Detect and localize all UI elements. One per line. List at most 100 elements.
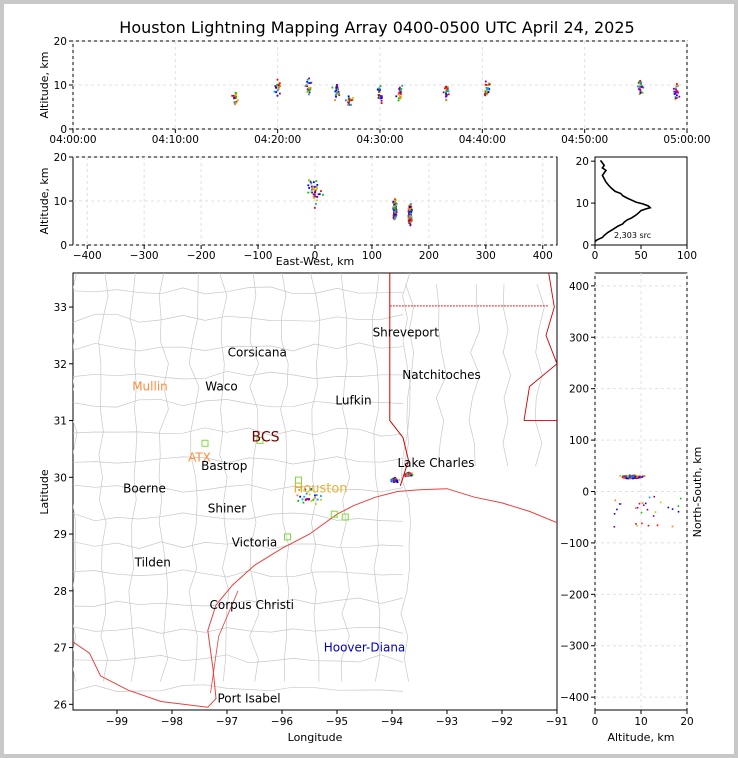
lightning-source-point [394,207,397,210]
lma-station-marker [330,510,338,518]
x-tick-label-hist: 0 [592,250,599,262]
lightning-source-point [276,94,279,97]
y-tick-label-hist: 20 [576,156,589,168]
lightning-source-point [335,87,338,89]
lightning-source-point [302,501,305,504]
lightning-source-point [395,213,398,216]
y-tick-label-lat: 31 [54,416,67,428]
lightning-source-point [393,205,396,207]
lightning-source-point [616,508,618,511]
lightning-source-point [641,522,643,525]
lightning-source-point [308,77,311,80]
lma-station-marker [284,533,291,541]
lightning-source-point [625,477,628,480]
county-boundary [400,273,411,682]
lightning-source-point [312,181,315,184]
lightning-source-point [307,87,310,90]
lightning-source-point [640,91,643,94]
county-boundary [249,273,260,682]
county-boundary [73,626,404,634]
county-boundary [73,273,78,682]
lightning-source-point [409,216,412,219]
lightning-source-point [306,498,309,500]
lightning-source-point [276,78,279,81]
lightning-source-point [638,86,641,89]
lightning-source-point [312,498,315,501]
lightning-source-point [312,195,315,198]
lightning-source-point [338,94,341,97]
lightning-source-point [639,89,642,92]
lightning-source-point [618,503,621,505]
lightning-source-point [409,208,411,211]
lightning-source-point [335,89,338,92]
lightning-source-point [404,475,407,478]
lightning-source-point [317,193,320,196]
lightning-source-point [394,476,396,479]
lightning-source-point [234,94,236,97]
lightning-source-point [315,494,318,497]
lightning-source-point [410,472,413,475]
lightning-source-point [344,99,347,102]
city-label: Houston [293,482,347,497]
lightning-source-point [316,187,318,190]
lightning-source-point [313,197,315,200]
lightning-source-point [487,91,490,94]
lightning-source-point [303,489,305,492]
x-tick-label-ew: −200 [187,250,216,262]
lightning-source-point [338,93,341,95]
lightning-source-point [401,84,404,87]
lightning-source-point [442,91,445,94]
lightning-source-point [347,102,350,104]
lightning-source-point [310,182,313,185]
lightning-source-point [636,475,639,478]
lightning-source-point [641,85,644,88]
lightning-source-point [306,81,309,83]
lightning-source-point [635,523,637,525]
lightning-source-point [488,83,491,86]
parish-boundary [468,284,481,467]
lightning-source-point [674,87,677,90]
lightning-source-point [652,515,655,517]
lightning-source-point [350,99,353,102]
county-boundary [128,273,138,682]
lightning-source-point [334,99,336,102]
map-county-lines [73,273,557,708]
lightning-source-point [677,510,680,513]
county-boundary [219,273,230,682]
county-boundary [73,597,404,607]
y-tick-label-ew: 0 [60,240,67,252]
county-boundary [73,370,404,380]
lightning-source-point [298,489,301,491]
lightning-source-point [399,92,402,95]
city-label: BCS [251,430,279,446]
lightning-source-point [654,511,657,513]
lightning-source-point [393,209,395,211]
lightning-source-point [322,193,324,196]
lightning-source-point [306,88,309,91]
lightning-source-point [393,479,396,482]
y-tick-label-lat: 32 [54,359,67,371]
lightning-source-point [314,189,317,192]
lightning-source-point [379,85,382,88]
lightning-source-point [305,492,308,495]
lightning-source-point [641,92,644,94]
y-tick-label-ns: 100 [569,435,589,447]
lightning-source-point [232,94,235,97]
lightning-source-point [334,94,337,97]
lightning-source-point [640,81,642,84]
parish-boundary [502,284,511,467]
lightning-source-point [349,104,352,106]
lightning-source-point [445,89,448,92]
county-boundary [340,273,350,682]
lightning-source-point [396,481,399,484]
lightning-source-point [392,214,395,217]
county-boundary [73,427,404,437]
lightning-source-point [308,498,311,500]
lightning-source-point [380,97,383,99]
lightning-source-point [236,99,239,102]
lightning-source-point [637,475,640,478]
lightning-source-point [642,86,645,89]
lightning-source-point [636,85,639,88]
lightning-source-point [394,208,397,211]
x-tick-label-time: 04:50:00 [561,134,608,146]
